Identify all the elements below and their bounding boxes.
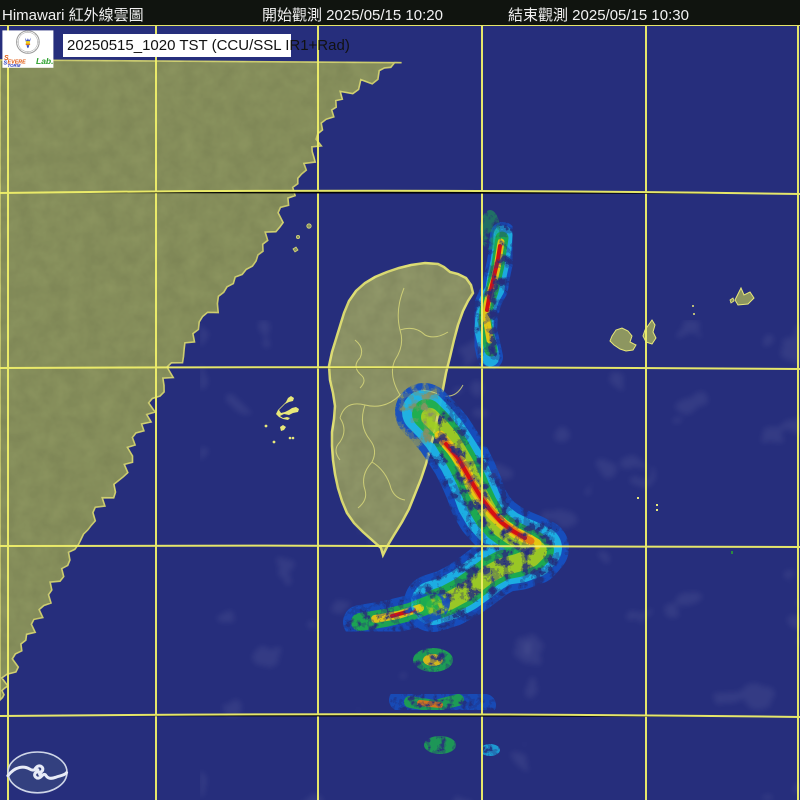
svg-text:Lab.: Lab. [36,56,53,66]
svg-text:TORM: TORM [8,63,21,68]
